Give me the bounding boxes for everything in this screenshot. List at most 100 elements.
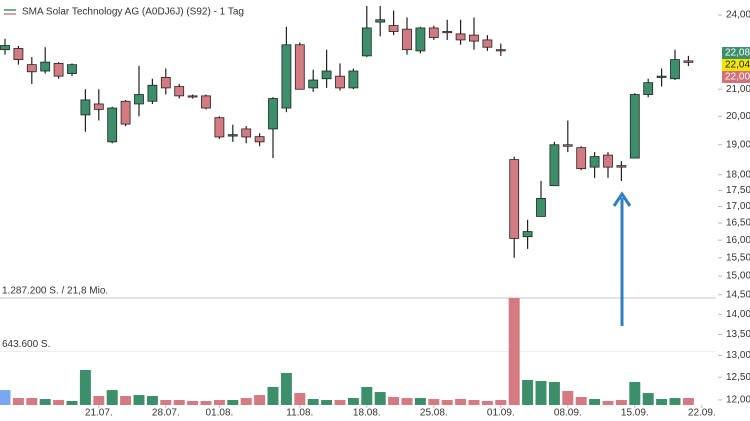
volume-bar — [682, 398, 694, 405]
chart-title: SMA Solar Technology AG (A0DJ6J) (S92) -… — [22, 7, 244, 18]
volume-bar — [106, 390, 118, 405]
y-tick-label: 19,00 — [726, 139, 750, 150]
price-tag — [722, 71, 750, 83]
candle-body — [549, 144, 560, 187]
candle-body — [455, 33, 466, 41]
volume-bar — [267, 386, 279, 405]
candle-body — [495, 49, 506, 52]
volume-bar — [468, 400, 480, 405]
volume-bar — [133, 395, 145, 405]
volume-bar — [0, 390, 11, 405]
volume-bar — [227, 400, 239, 405]
candle-body — [321, 70, 332, 80]
volume-bar — [254, 395, 266, 405]
volume-bar — [455, 399, 467, 405]
y-tick-label: 18,00 — [726, 169, 750, 180]
candle-body — [562, 144, 573, 147]
candle-body — [201, 95, 211, 109]
candle-body — [683, 60, 694, 63]
candle-body — [53, 62, 64, 77]
y-tick-label: 14,00 — [726, 309, 750, 320]
candle-body — [93, 103, 104, 110]
candle-body — [576, 147, 587, 170]
y-tick-label: 20,00 — [726, 111, 750, 122]
volume-bar — [629, 381, 641, 405]
price-tag-label: 22,04 — [725, 60, 750, 71]
volume-bar — [589, 399, 601, 405]
price-tag-label: 22,00 — [725, 72, 750, 83]
candle-body — [294, 44, 305, 90]
candle-body — [415, 27, 426, 52]
volume-bar — [414, 398, 426, 405]
y-tick-label: 13,50 — [726, 329, 750, 340]
candle-body — [428, 27, 439, 38]
volume-bar — [615, 400, 627, 405]
volume-bar — [321, 400, 333, 405]
candle-body — [589, 156, 600, 168]
candle-body — [134, 94, 144, 105]
x-tick-label: 25.08. — [420, 408, 448, 419]
y-tick-label: 13,00 — [726, 350, 750, 361]
candle-body — [643, 82, 654, 95]
volume-bar — [12, 398, 24, 405]
volume-bar — [401, 398, 413, 405]
candle-body — [335, 75, 345, 89]
y-tick-label: 12,50 — [726, 372, 750, 383]
volume-bar — [66, 401, 78, 405]
volume-bar — [602, 401, 614, 405]
volume-bar — [280, 372, 292, 405]
volume-bar — [481, 401, 493, 405]
volume-bar — [508, 298, 520, 405]
volume-bar — [361, 386, 373, 405]
volume-bar — [522, 379, 534, 405]
volume-bar — [575, 397, 587, 405]
y-tick-label: 17,50 — [726, 185, 750, 196]
price-tag-label: 22,08 — [725, 48, 750, 59]
volume-bar — [334, 400, 346, 405]
candle-body — [241, 128, 252, 138]
y-tick-label: 15,00 — [726, 271, 750, 282]
candle-body — [629, 94, 640, 159]
candle-body — [268, 98, 278, 130]
volume-bar — [428, 399, 440, 405]
volume-bar — [173, 400, 185, 405]
candle-body — [187, 95, 198, 98]
candle-body — [147, 84, 158, 102]
candle-body — [482, 39, 493, 48]
volume-bar — [374, 392, 386, 405]
volume-bar — [441, 400, 453, 405]
candle-body — [13, 48, 24, 61]
candle-body — [281, 44, 292, 109]
volume-bar — [26, 398, 38, 405]
y-tick-label: 12,00 — [726, 395, 750, 406]
volume-bar — [39, 399, 51, 405]
candle-body — [254, 136, 265, 143]
candle-body — [174, 86, 185, 97]
candle-body — [469, 34, 479, 42]
volume-bar — [240, 398, 252, 405]
candle-body — [308, 79, 319, 89]
y-tick-label: 24,00 — [726, 10, 750, 21]
volume-bar — [347, 398, 359, 405]
x-tick-label: 15.09. — [621, 408, 649, 419]
candle-body — [522, 231, 533, 238]
volume-bar — [79, 370, 91, 405]
arrow — [612, 191, 632, 326]
candle-body — [67, 64, 77, 74]
x-tick-label: 01.09. — [487, 408, 515, 419]
volume-bar — [187, 401, 199, 405]
candle-body — [442, 31, 453, 34]
arrow-head — [612, 191, 632, 207]
candle-body — [40, 61, 51, 72]
candle-body — [107, 107, 118, 143]
candle-body — [80, 99, 91, 116]
x-tick-label: 08.09. — [554, 408, 582, 419]
volume-bar — [388, 397, 400, 405]
volume-bar — [535, 380, 547, 405]
y-tick-label: 21,00 — [726, 84, 750, 95]
candle-body — [388, 25, 399, 32]
x-tick-label: 18.08. — [353, 408, 381, 419]
volume-bar — [562, 391, 574, 405]
